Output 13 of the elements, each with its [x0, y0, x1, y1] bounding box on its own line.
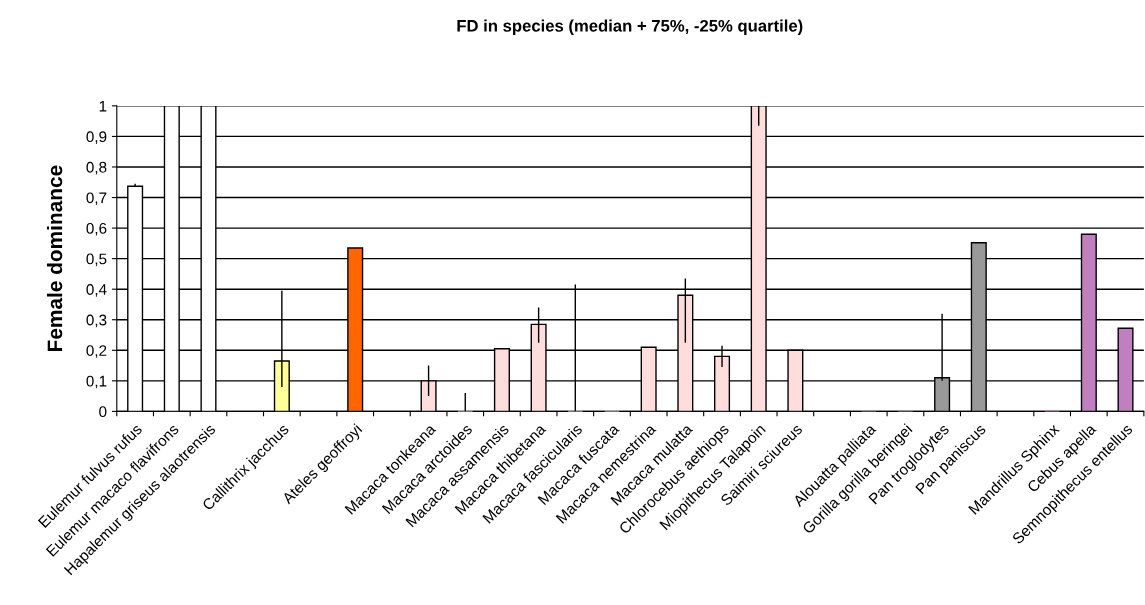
y-tick-label: 0,4 — [86, 284, 107, 297]
y-tick-label: 0,3 — [86, 314, 107, 328]
y-tick-label: 0,6 — [86, 222, 107, 236]
y-tick-label: 0,2 — [86, 345, 107, 358]
chart-title: FD in species (median + 75%, -25% quartile) — [457, 19, 803, 35]
y-tick-label: 0,1 — [86, 375, 107, 389]
y-tick-label: 0,5 — [86, 253, 107, 267]
y-tick-label: 1 — [99, 100, 107, 112]
y-tick-label: 0,7 — [86, 192, 107, 206]
y-axis-title: Female dominance — [46, 165, 63, 352]
y-tick-label: 0 — [99, 406, 107, 418]
y-tick-label: 0,8 — [86, 161, 107, 175]
y-tick-label: 0,9 — [86, 131, 107, 144]
